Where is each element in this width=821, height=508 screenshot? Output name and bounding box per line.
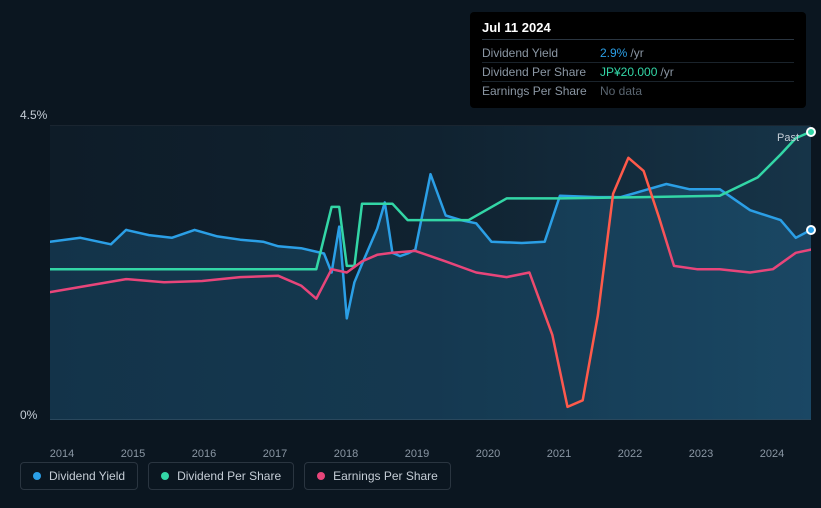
tooltip-row-unit: /yr [630, 46, 643, 60]
legend-label: Earnings Per Share [333, 469, 438, 483]
tooltip-row-label: Earnings Per Share [482, 84, 600, 98]
legend-dot-icon [317, 472, 325, 480]
x-axis-tick: 2015 [121, 448, 145, 460]
tooltip-date: Jul 11 2024 [482, 20, 794, 40]
tooltip-panel: Jul 11 2024 Dividend Yield2.9% /yrDivide… [470, 12, 806, 108]
x-axis-tick: 2021 [547, 448, 571, 460]
chart-svg [50, 125, 811, 420]
legend-dot-icon [161, 472, 169, 480]
tooltip-row-value: 2.9% [600, 46, 627, 60]
y-axis-label: 4.5% [20, 108, 47, 122]
x-axis-tick: 2017 [263, 448, 287, 460]
tooltip-row: Dividend Per ShareJP¥20.000 /yr [482, 63, 794, 82]
x-axis-tick: 2023 [689, 448, 713, 460]
legend: Dividend Yield Dividend Per Share Earnings… [20, 462, 451, 490]
tooltip-row-unit: /yr [660, 65, 673, 79]
tooltip-row-nodata: No data [600, 84, 642, 98]
legend-label: Dividend Yield [49, 469, 125, 483]
plot-area[interactable] [50, 125, 811, 420]
x-axis-tick: 2022 [618, 448, 642, 460]
tooltip-row-label: Dividend Per Share [482, 65, 600, 79]
series-end-dot [806, 225, 816, 235]
chart-container: Jul 11 2024 Dividend Yield2.9% /yrDivide… [0, 0, 821, 508]
x-axis-tick: 2018 [334, 448, 358, 460]
x-axis-tick: 2024 [760, 448, 784, 460]
legend-item[interactable]: Dividend Yield [20, 462, 138, 490]
y-axis-label: 0% [20, 408, 37, 422]
legend-label: Dividend Per Share [177, 469, 281, 483]
past-label: Past [777, 132, 799, 144]
legend-item[interactable]: Earnings Per Share [304, 462, 451, 490]
tooltip-row: Dividend Yield2.9% /yr [482, 44, 794, 63]
series-end-dot [806, 127, 816, 137]
x-axis-tick: 2014 [50, 448, 74, 460]
x-axis-tick: 2019 [405, 448, 429, 460]
tooltip-row-label: Dividend Yield [482, 46, 600, 60]
tooltip-row-value: JP¥20.000 [600, 65, 657, 79]
legend-dot-icon [33, 472, 41, 480]
tooltip-row: Earnings Per ShareNo data [482, 82, 794, 100]
legend-item[interactable]: Dividend Per Share [148, 462, 294, 490]
x-axis-tick: 2016 [192, 448, 216, 460]
x-axis-tick: 2020 [476, 448, 500, 460]
